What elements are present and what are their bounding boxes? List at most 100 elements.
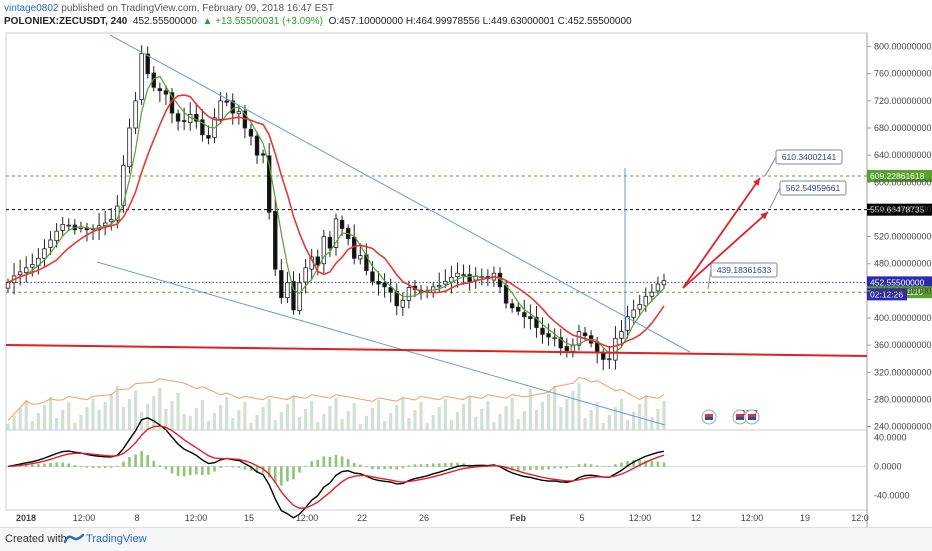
macd-panel	[6, 417, 867, 519]
macd-histogram-bar	[444, 463, 447, 467]
candle-down	[224, 100, 229, 103]
volume-bar	[334, 398, 338, 430]
macd-tick-label: -40.0000	[874, 490, 910, 500]
time-tick-label: 19	[800, 513, 810, 523]
candle-down	[273, 211, 278, 270]
macd-histogram-bar	[30, 464, 34, 467]
publish-info: published on TradingView.com, February 0…	[58, 3, 335, 14]
candle-down	[254, 135, 260, 156]
target-arrow-lower-head	[760, 212, 768, 220]
candle-down	[248, 128, 254, 137]
candle-up	[54, 230, 59, 242]
volume-bar	[67, 402, 71, 430]
candle-down	[558, 337, 563, 349]
candle-up	[321, 236, 327, 265]
macd-histogram-bar	[407, 465, 411, 467]
volume-bar	[273, 420, 277, 430]
volume-bar	[200, 400, 204, 430]
volume-bar	[285, 404, 290, 430]
volume-bar	[158, 388, 162, 430]
candle-down	[260, 153, 266, 156]
price-tick-label: 480.00000000	[874, 259, 932, 269]
candle-up	[297, 282, 302, 311]
volume-bar	[18, 408, 22, 430]
macd-histogram-bar	[553, 466, 556, 469]
candle-down	[388, 287, 393, 293]
tradingview-brand[interactable]: TradingView	[86, 533, 147, 545]
price-change: ▲ +13.55500031 (+3.09%)	[202, 16, 323, 27]
volume-bar	[182, 414, 186, 430]
macd-histogram-bar	[97, 466, 101, 469]
volume-bar	[79, 415, 83, 430]
volume-bar	[474, 417, 478, 430]
volume-bar	[352, 403, 356, 430]
macd-histogram-bar	[662, 462, 666, 467]
candle-down	[206, 135, 211, 139]
macd-histogram-bar	[49, 462, 52, 467]
price-tick-label: 360.00000000	[874, 340, 932, 350]
volume-bar	[644, 396, 648, 430]
candle-down	[327, 236, 333, 249]
volume-bar	[358, 424, 362, 430]
candle-down	[497, 272, 503, 288]
candle-down	[200, 119, 205, 136]
macd-histogram-bar	[225, 466, 228, 467]
candle-down	[601, 352, 606, 360]
volume-bar	[188, 416, 192, 430]
volume-bar	[212, 413, 217, 430]
macd-histogram-bar	[620, 462, 623, 467]
candle-up	[358, 255, 363, 260]
price-tick-label: 320.00000000	[874, 367, 932, 377]
volume-bar	[340, 419, 344, 430]
volume-bar	[243, 402, 247, 430]
macd-histogram-bar	[273, 466, 277, 484]
price-tick-label: 680.00000000	[874, 123, 932, 133]
volume-bar	[237, 410, 241, 430]
volume-bar	[553, 386, 557, 430]
price-tick-label: 720.00000000	[874, 96, 932, 106]
volume-bar	[395, 405, 399, 430]
candle-down	[467, 274, 472, 282]
macd-histogram-bar	[638, 460, 642, 467]
time-tick-label: 22	[357, 513, 367, 523]
price-tick-label: 760.00000000	[874, 69, 932, 79]
macd-histogram-bar	[194, 466, 198, 475]
macd-histogram-bar	[152, 460, 156, 467]
volume-bar	[103, 402, 107, 430]
volume-bar	[589, 410, 593, 430]
volume-bar	[364, 416, 368, 430]
macd-histogram-bar	[352, 463, 356, 467]
volume-bar	[225, 397, 229, 430]
macd-histogram-bar	[450, 462, 453, 467]
symbol-line: POLONIEX:ZECUSDT, 240 452.55500000 ▲ +13…	[4, 16, 632, 27]
time-tick-label: 12	[691, 513, 701, 523]
macd-histogram-bar	[207, 466, 210, 475]
time-tick-label: 8	[134, 513, 139, 523]
volume-bar	[577, 383, 581, 430]
macd-histogram-bar	[122, 461, 125, 467]
volume-bar	[115, 386, 119, 430]
price-tick-label: 440.00000000	[874, 286, 932, 296]
macd-histogram-bar	[383, 466, 386, 470]
candles	[5, 45, 667, 371]
macd-histogram-bar	[164, 466, 168, 470]
macd-histogram-bar	[103, 466, 107, 469]
candle-up	[48, 239, 53, 248]
macd-histogram-bar	[614, 464, 617, 467]
countdown-label: 02:12:26	[870, 289, 903, 299]
target-arrow-upper-head	[753, 178, 760, 186]
volume-bar	[601, 423, 605, 430]
price-tick-label: 800.00000000	[874, 42, 932, 52]
username-link[interactable]: vintage0802	[4, 3, 59, 14]
macd-histogram-bar	[395, 466, 399, 470]
candle-up	[625, 316, 630, 331]
volume-bar	[146, 404, 150, 430]
macd-histogram-bar	[188, 466, 192, 476]
time-tick-label: 26	[419, 513, 429, 523]
candle-down	[382, 282, 387, 288]
candle-down	[145, 53, 150, 75]
tradingview-logo-icon[interactable]	[64, 532, 84, 546]
candle-up	[17, 271, 23, 275]
macd-histogram-bar	[231, 466, 235, 468]
